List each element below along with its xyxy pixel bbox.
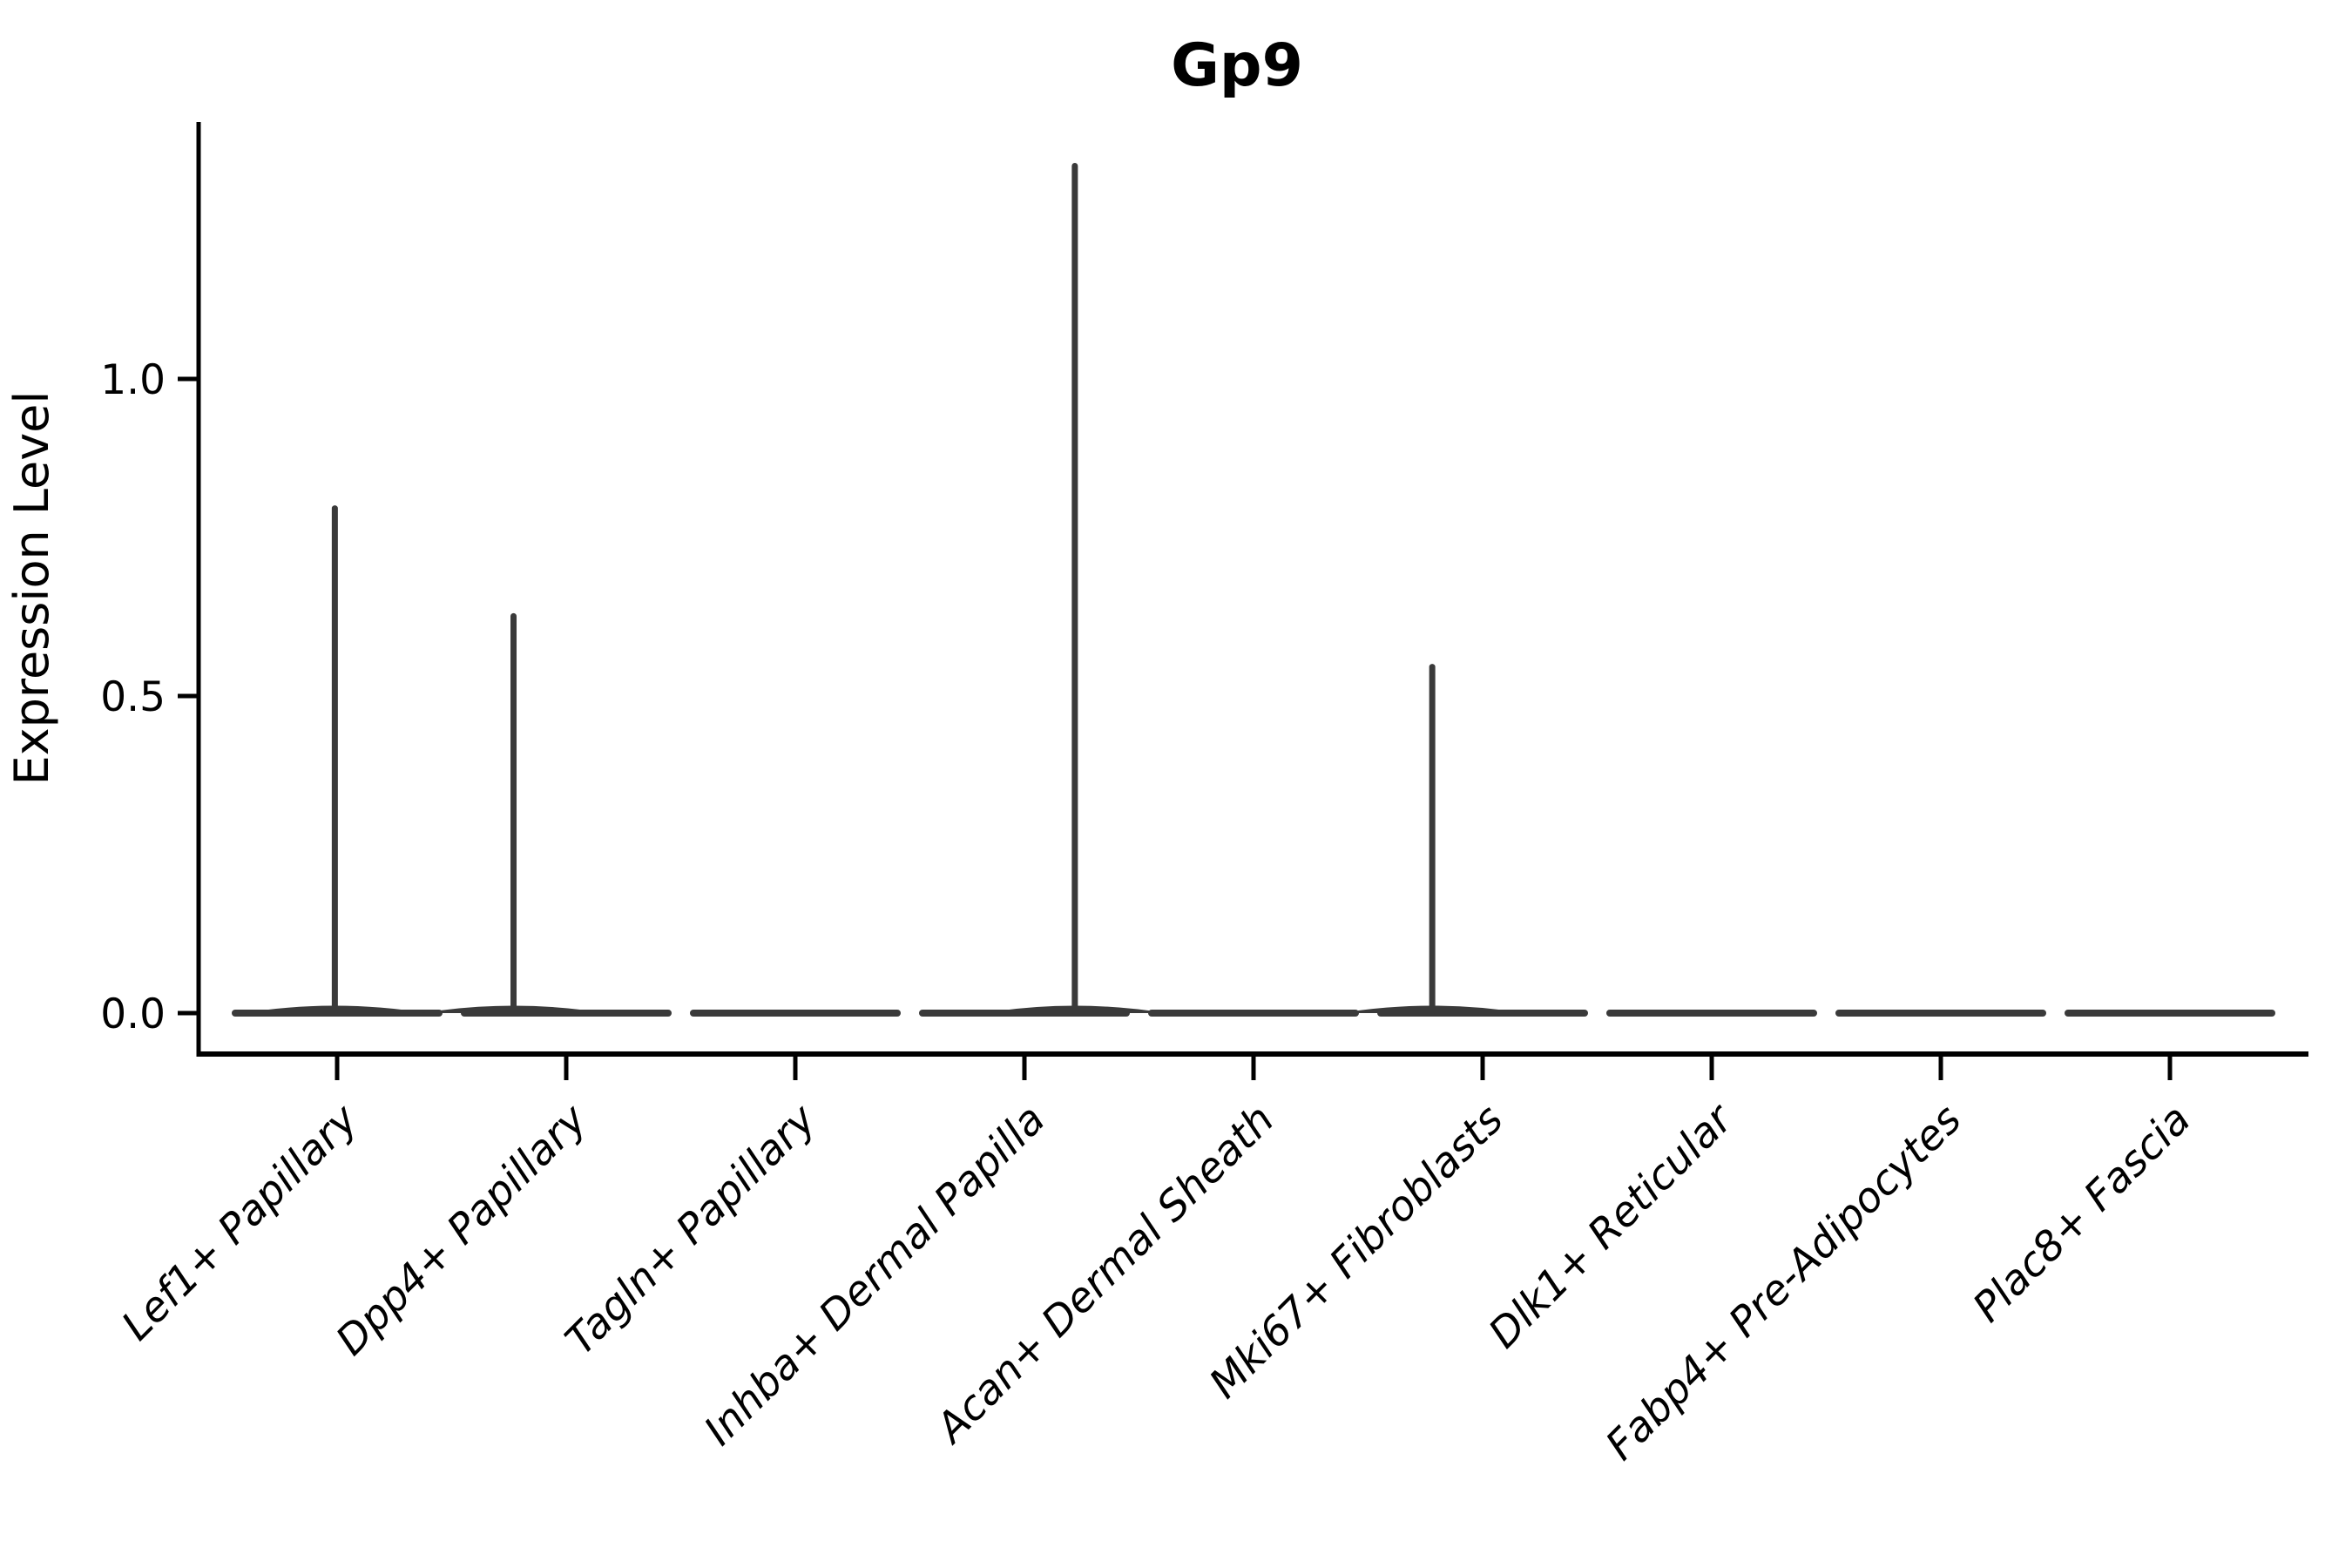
chart-title: Gp9 (1171, 31, 1303, 100)
y-tick-label: 0.0 (100, 990, 166, 1038)
y-axis-title: Expression Level (4, 391, 59, 786)
x-tick-label: Tagln+ Papillary (557, 1095, 827, 1365)
x-tick-label: Lef1+ Papillary (112, 1095, 368, 1350)
x-tick-label: Plac8+ Fascia (1963, 1096, 2200, 1332)
violin-6 (1341, 664, 1588, 1017)
x-tick-label: Dlk1+ Reticular (1480, 1094, 1744, 1358)
axes-layer (178, 122, 2308, 1080)
violin-1 (232, 505, 443, 1017)
y-tick-label: 1.0 (100, 356, 166, 404)
violins-layer (232, 162, 2275, 1017)
y-tick-label: 0.5 (100, 673, 166, 721)
x-tick-label: Dpp4+ Papillary (327, 1095, 597, 1365)
violin-4 (919, 162, 1166, 1017)
violin-2 (422, 612, 672, 1017)
